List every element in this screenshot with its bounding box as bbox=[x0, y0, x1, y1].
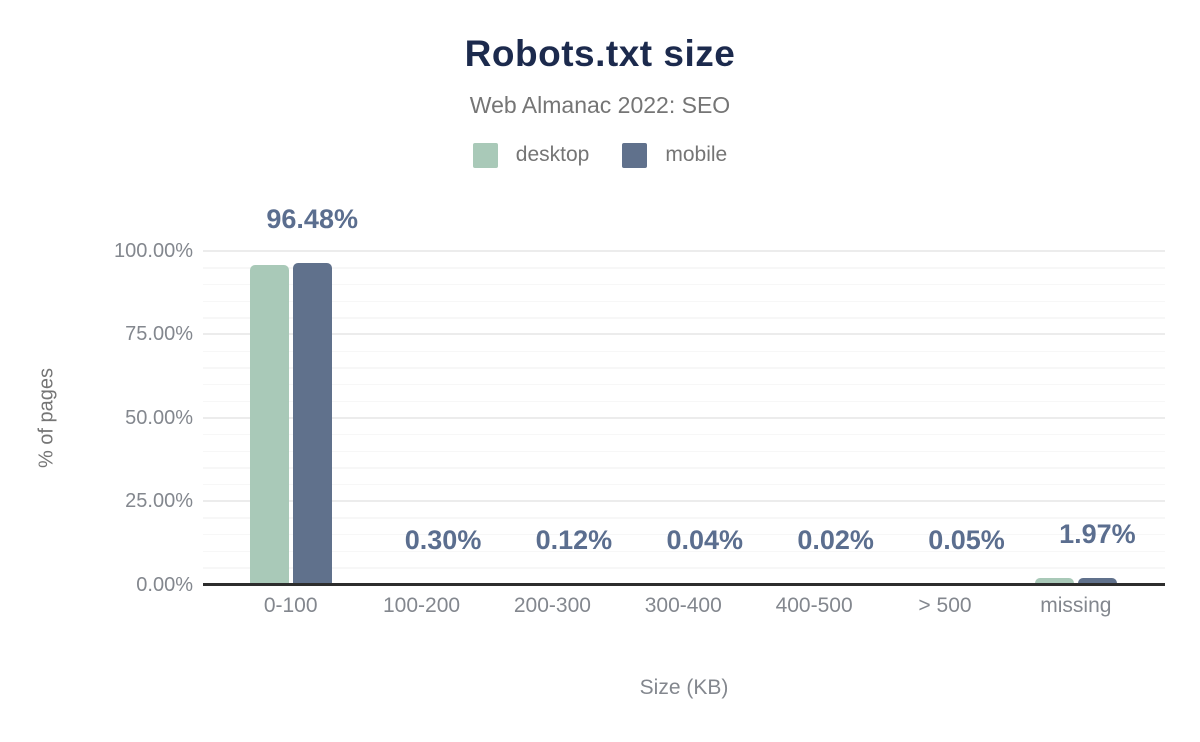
data-label-100-200: 0.30% bbox=[404, 524, 482, 555]
legend-item-desktop[interactable]: desktop bbox=[472, 142, 590, 168]
minor-gridline bbox=[203, 383, 1165, 386]
desktop-bar-0-100[interactable] bbox=[249, 265, 289, 585]
y-axis-title: % of pages bbox=[35, 367, 58, 469]
data-label-300-400: 0.04% bbox=[666, 525, 744, 556]
y-tick-label: 25.00% bbox=[125, 490, 193, 513]
x-tick-label-100-200: 100-200 bbox=[383, 594, 461, 617]
legend-item-mobile[interactable]: mobile bbox=[622, 142, 728, 168]
minor-gridline bbox=[203, 283, 1165, 286]
x-tick-label-200-300: 200-300 bbox=[513, 594, 591, 617]
y-tick-label: 100.00% bbox=[114, 240, 193, 262]
major-gridline bbox=[203, 333, 1165, 336]
x-tick-label-missing: missing bbox=[1040, 594, 1112, 617]
y-tick-label: 75.00% bbox=[125, 323, 193, 346]
major-gridline bbox=[203, 500, 1165, 503]
x-tick-label-0-100: 0-100 bbox=[263, 594, 318, 617]
minor-gridline bbox=[203, 317, 1165, 319]
major-gridline bbox=[203, 250, 1165, 252]
y-tick-label: 50.00% bbox=[125, 406, 193, 429]
plot-area: 96.48% 0.30% 0.12% 0.04% 0.02% 0.05% 1.97% bbox=[203, 204, 1165, 586]
chart-subtitle: Web Almanac 2022: SEO bbox=[469, 92, 731, 118]
minor-gridline bbox=[203, 483, 1165, 486]
x-tick-label-400-500: 400-500 bbox=[775, 594, 853, 617]
y-tick-label: 0.00% bbox=[136, 573, 193, 596]
legend-label-mobile: mobile bbox=[665, 143, 728, 166]
data-label-200-300: 0.12% bbox=[535, 525, 613, 556]
mobile-swatch-icon bbox=[622, 142, 648, 168]
x-axis-line bbox=[203, 583, 1165, 586]
legend: desktop mobile bbox=[0, 142, 1200, 168]
major-gridline bbox=[203, 416, 1165, 419]
minor-gridline bbox=[203, 517, 1165, 519]
minor-gridline bbox=[203, 467, 1165, 469]
mobile-bar-0-100[interactable] bbox=[292, 262, 332, 585]
minor-gridline bbox=[203, 533, 1165, 536]
minor-gridline bbox=[203, 450, 1165, 453]
data-label-400-500: 0.02% bbox=[797, 525, 874, 556]
minor-gridline bbox=[203, 567, 1165, 569]
desktop-bar-missing[interactable] bbox=[1034, 578, 1074, 585]
data-label--500: 0.05% bbox=[928, 525, 1005, 556]
minor-gridline bbox=[203, 267, 1165, 269]
mobile-bar-missing[interactable] bbox=[1077, 577, 1117, 585]
minor-gridline bbox=[203, 433, 1165, 436]
desktop-swatch-icon bbox=[472, 142, 498, 168]
chart-title: Robots.txt size bbox=[464, 33, 736, 74]
data-label-0-100: 96.48% bbox=[266, 203, 358, 234]
minor-gridline bbox=[203, 367, 1165, 369]
x-tick-label--500: > 500 bbox=[918, 594, 972, 617]
minor-gridline bbox=[203, 400, 1165, 403]
minor-gridline bbox=[203, 350, 1165, 353]
x-axis-title: Size (KB) bbox=[639, 676, 729, 699]
data-label-missing: 1.97% bbox=[1059, 518, 1136, 549]
x-tick-label-300-400: 300-400 bbox=[644, 594, 722, 617]
legend-label-desktop: desktop bbox=[515, 143, 590, 166]
minor-gridline bbox=[203, 300, 1165, 303]
minor-gridline bbox=[203, 550, 1165, 553]
